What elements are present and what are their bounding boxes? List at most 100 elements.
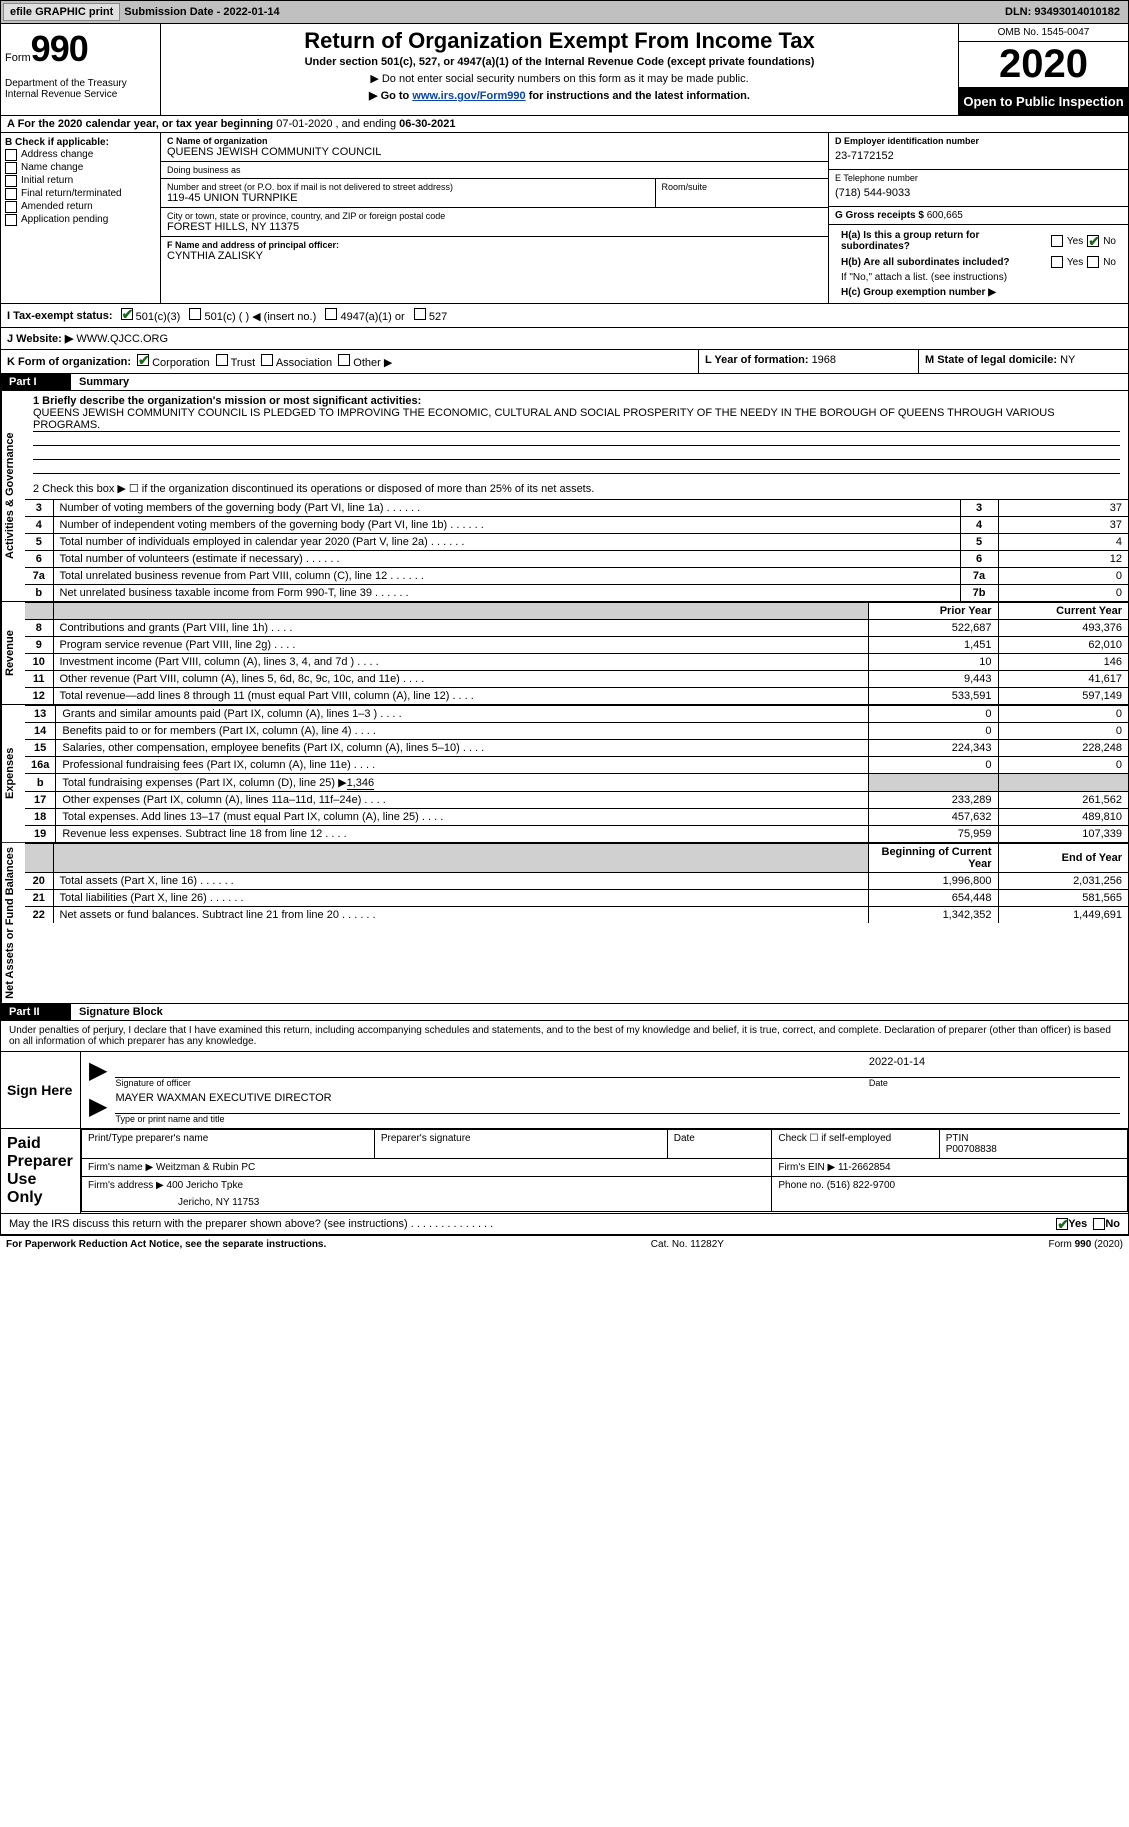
firm-city: Jericho, NY 11753 bbox=[88, 1191, 765, 1208]
city-label: City or town, state or province, country… bbox=[167, 211, 822, 221]
box-b: B Check if applicable: Address changeNam… bbox=[1, 133, 161, 303]
sig-date-label: Date bbox=[869, 1078, 1120, 1088]
boxb-label-4: Amended return bbox=[21, 201, 93, 212]
exp-row-b: b Total fundraising expenses (Part IX, c… bbox=[25, 774, 1128, 792]
goto-suffix: for instructions and the latest informat… bbox=[526, 90, 750, 102]
status-opt-1-checkbox[interactable] bbox=[189, 308, 201, 320]
boxb-checkbox-3[interactable] bbox=[5, 188, 17, 200]
side-net-assets: Net Assets or Fund Balances bbox=[1, 843, 25, 1003]
exp-row-17: 17Other expenses (Part IX, column (A), l… bbox=[25, 792, 1128, 809]
net-assets-section: Net Assets or Fund Balances Beginning of… bbox=[0, 843, 1129, 1004]
tax-year: 2020 bbox=[959, 42, 1128, 88]
status-opt-3-label: 527 bbox=[429, 311, 447, 323]
side-governance: Activities & Governance bbox=[1, 391, 25, 601]
form-title-block: Return of Organization Exempt From Incom… bbox=[161, 24, 958, 115]
submission-date-value: 2022-01-14 bbox=[223, 6, 279, 18]
firm-ein-label: Firm's EIN ▶ bbox=[778, 1162, 835, 1173]
org-name: QUEENS JEWISH COMMUNITY COUNCIL bbox=[167, 146, 822, 158]
status-opt-1-label: 501(c) ( ) ◀ (insert no.) bbox=[204, 311, 316, 323]
form-subtitle-1: Under section 501(c), 527, or 4947(a)(1)… bbox=[169, 56, 950, 68]
exp-row-13: 13Grants and similar amounts paid (Part … bbox=[25, 706, 1128, 723]
rev-row-8: 8Contributions and grants (Part VIII, li… bbox=[25, 620, 1128, 637]
part1-header: Part I Summary bbox=[0, 374, 1129, 391]
irs-link[interactable]: www.irs.gov/Form990 bbox=[412, 90, 525, 102]
discuss-yes-checkbox[interactable] bbox=[1056, 1218, 1068, 1230]
page-footer: For Paperwork Reduction Act Notice, see … bbox=[0, 1235, 1129, 1253]
blank-line-1 bbox=[33, 432, 1120, 446]
rowk-opt-3-label: Other ▶ bbox=[353, 357, 392, 369]
mission-text: QUEENS JEWISH COMMUNITY COUNCIL IS PLEDG… bbox=[33, 407, 1120, 432]
entity-block: B Check if applicable: Address changeNam… bbox=[0, 133, 1129, 304]
dln: DLN: 93493014010182 bbox=[1005, 6, 1126, 18]
net-assets-table: Beginning of Current YearEnd of Year 20T… bbox=[25, 843, 1128, 923]
rowk-label: K Form of organization: bbox=[7, 356, 131, 368]
boxb-checkbox-1[interactable] bbox=[5, 162, 17, 174]
exp-row-18: 18Total expenses. Add lines 13–17 (must … bbox=[25, 809, 1128, 826]
boxb-checkbox-5[interactable] bbox=[5, 214, 17, 226]
rowk-opt-1-checkbox[interactable] bbox=[216, 354, 228, 366]
gov-row-6: 6 Total number of volunteers (estimate i… bbox=[25, 551, 1128, 568]
rowk-opt-2-checkbox[interactable] bbox=[261, 354, 273, 366]
status-opt-2-checkbox[interactable] bbox=[325, 308, 337, 320]
boxb-checkbox-0[interactable] bbox=[5, 149, 17, 161]
form-subtitle-2: ▶ Do not enter social security numbers o… bbox=[169, 72, 950, 85]
prep-sig-label: Preparer's signature bbox=[374, 1129, 667, 1158]
website-label: J Website: ▶ bbox=[7, 333, 73, 345]
footer-mid: Cat. No. 11282Y bbox=[651, 1239, 724, 1250]
revenue-section: Revenue Prior YearCurrent Year 8Contribu… bbox=[0, 602, 1129, 705]
firm-phone-label: Phone no. bbox=[778, 1180, 826, 1191]
department-label: Department of the Treasury Internal Reve… bbox=[5, 78, 156, 100]
boxb-checkbox-4[interactable] bbox=[5, 201, 17, 213]
boxb-checkbox-2[interactable] bbox=[5, 175, 17, 187]
status-opt-3-checkbox[interactable] bbox=[414, 308, 426, 320]
revenue-table: Prior YearCurrent Year 8Contributions an… bbox=[25, 602, 1128, 704]
street-label: Number and street (or P.O. box if mail i… bbox=[167, 182, 649, 192]
form-word: Form bbox=[5, 52, 31, 64]
hc-label: H(c) Group exemption number ▶ bbox=[841, 287, 996, 298]
form-number-block: Form990 Department of the Treasury Inter… bbox=[1, 24, 161, 115]
ein-value: 23-7172152 bbox=[835, 146, 1122, 166]
signer-name-label: Type or print name and title bbox=[115, 1114, 1120, 1124]
tax-year-period: A For the 2020 calendar year, or tax yea… bbox=[0, 116, 1129, 133]
open-to-public: Open to Public Inspection bbox=[959, 88, 1128, 115]
rowk-opt-3-checkbox[interactable] bbox=[338, 354, 350, 366]
part2-title: Signature Block bbox=[71, 1004, 171, 1020]
discuss-no-checkbox[interactable] bbox=[1093, 1218, 1105, 1230]
ha-no-checkbox[interactable] bbox=[1087, 235, 1099, 247]
firm-ein: 11-2662854 bbox=[838, 1162, 891, 1173]
part1-num: Part I bbox=[1, 374, 71, 390]
goto-prefix: ▶ Go to bbox=[369, 90, 412, 102]
hb-no-checkbox[interactable] bbox=[1087, 256, 1099, 268]
boxb-label-2: Initial return bbox=[21, 175, 73, 186]
hb-yes-checkbox[interactable] bbox=[1051, 256, 1063, 268]
signer-name: MAYER WAXMAN EXECUTIVE DIRECTOR bbox=[115, 1092, 331, 1113]
rowk-opt-0-checkbox[interactable] bbox=[137, 354, 149, 366]
boxb-label-0: Address change bbox=[21, 149, 93, 160]
side-expenses: Expenses bbox=[1, 705, 25, 842]
ein-label: D Employer identification number bbox=[835, 136, 1122, 146]
website-row: J Website: ▶ WWW.QJCC.ORG bbox=[0, 328, 1129, 350]
line2-label: 2 Check this box ▶ ☐ if the organization… bbox=[25, 478, 1128, 499]
ha-yes-checkbox[interactable] bbox=[1051, 235, 1063, 247]
tax-exempt-status-row: I Tax-exempt status: 501(c)(3) 501(c) ( … bbox=[0, 304, 1129, 328]
ptin-value: P00708838 bbox=[946, 1144, 1121, 1155]
efile-print-button[interactable]: efile GRAPHIC print bbox=[3, 3, 120, 21]
status-opt-0-checkbox[interactable] bbox=[121, 308, 133, 320]
signature-block: Under penalties of perjury, I declare th… bbox=[0, 1021, 1129, 1235]
rev-row-9: 9Program service revenue (Part VIII, lin… bbox=[25, 637, 1128, 654]
exp-row-19: 19Revenue less expenses. Subtract line 1… bbox=[25, 826, 1128, 843]
box-h: H(a) Is this a group return for subordin… bbox=[829, 225, 1128, 303]
rowm-value: NY bbox=[1060, 354, 1075, 366]
top-bar: efile GRAPHIC print Submission Date - 20… bbox=[0, 0, 1129, 24]
rowk-opt-0-label: Corporation bbox=[152, 357, 209, 369]
status-i-label: I Tax-exempt status: bbox=[7, 310, 113, 322]
dln-value: 93493014010182 bbox=[1034, 6, 1120, 18]
footer-left: For Paperwork Reduction Act Notice, see … bbox=[6, 1239, 326, 1250]
firm-addr-label: Firm's address ▶ bbox=[88, 1180, 164, 1191]
part1-title: Summary bbox=[71, 374, 137, 390]
room-label: Room/suite bbox=[662, 182, 823, 192]
box-c: C Name of organization QUEENS JEWISH COM… bbox=[161, 133, 828, 303]
part2-header: Part II Signature Block bbox=[0, 1004, 1129, 1021]
ptin-label: PTIN bbox=[946, 1133, 1121, 1144]
exp-row-15: 15Salaries, other compensation, employee… bbox=[25, 740, 1128, 757]
